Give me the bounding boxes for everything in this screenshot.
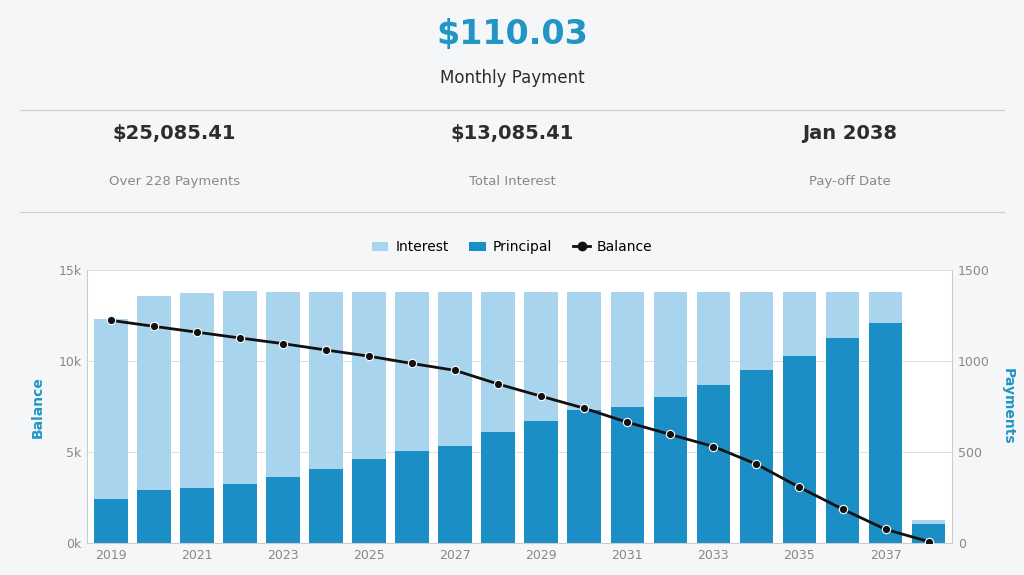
Bar (610, 407, 644, 543)
Bar (481, 292, 515, 432)
Legend: Interest, Principal, Balance: Interest, Principal, Balance (366, 235, 658, 260)
Text: $13,085.41: $13,085.41 (451, 124, 573, 143)
Bar (868, 292, 902, 323)
Text: $25,085.41: $25,085.41 (113, 124, 236, 143)
Bar (438, 446, 472, 543)
Y-axis label: Payments: Payments (1000, 369, 1015, 445)
Text: Jan 2038: Jan 2038 (803, 124, 897, 143)
Bar (653, 292, 687, 397)
Bar (352, 459, 386, 543)
Bar (395, 451, 429, 543)
Bar (782, 356, 816, 543)
Bar (180, 488, 214, 543)
Bar (911, 520, 945, 524)
Text: Pay-off Date: Pay-off Date (809, 175, 891, 188)
Bar (223, 291, 257, 484)
Bar (653, 397, 687, 543)
Bar (524, 292, 558, 421)
Bar (868, 323, 902, 543)
Bar (309, 292, 343, 469)
Bar (696, 385, 730, 543)
Bar (481, 432, 515, 543)
Bar (782, 292, 816, 356)
Bar (739, 370, 773, 543)
Bar (524, 421, 558, 543)
Bar (825, 292, 859, 338)
Bar (352, 292, 386, 459)
Bar (266, 292, 300, 477)
Text: Monthly Payment: Monthly Payment (439, 69, 585, 87)
Bar (696, 292, 730, 385)
Bar (266, 477, 300, 543)
Bar (911, 524, 945, 543)
Bar (180, 293, 214, 488)
Bar (223, 484, 257, 543)
Bar (94, 320, 128, 499)
Bar (94, 499, 128, 543)
Bar (137, 490, 171, 543)
Bar (309, 469, 343, 543)
Bar (825, 338, 859, 543)
Bar (610, 292, 644, 407)
Bar (567, 409, 601, 543)
Y-axis label: Balance: Balance (31, 376, 44, 438)
Text: Over 228 Payments: Over 228 Payments (109, 175, 240, 188)
Text: Total Interest: Total Interest (469, 175, 555, 188)
Bar (739, 292, 773, 370)
Bar (567, 292, 601, 409)
Bar (137, 296, 171, 490)
Bar (438, 292, 472, 446)
Bar (395, 292, 429, 451)
Text: $110.03: $110.03 (436, 18, 588, 51)
